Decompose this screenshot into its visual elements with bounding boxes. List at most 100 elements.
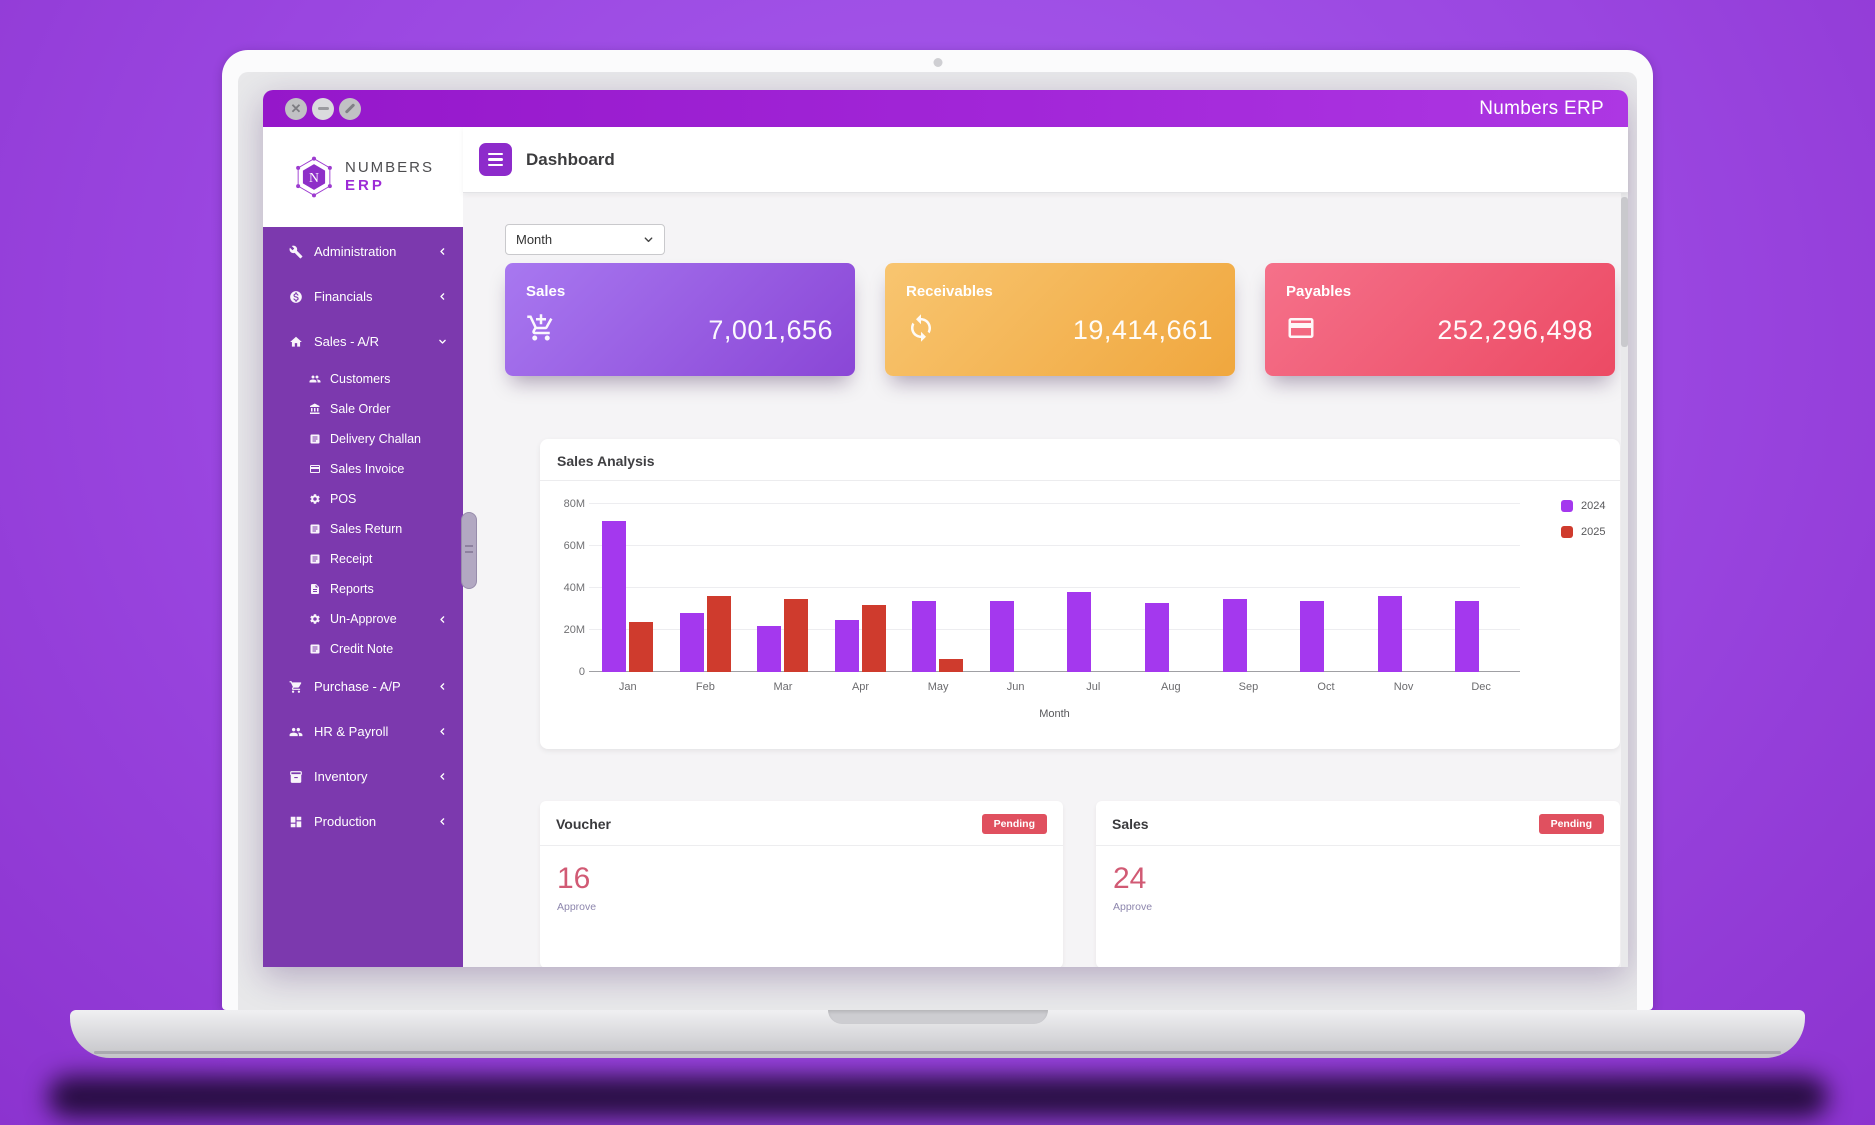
receivables-stat-value: 19,414,661 (1072, 315, 1213, 345)
window-minimize-button[interactable] (312, 97, 334, 120)
bar-2024-jan (602, 520, 626, 672)
sidebar-item-production[interactable]: Production (263, 799, 463, 844)
content-scrollbar-thumb[interactable] (1621, 197, 1628, 347)
sidebar-item-reports[interactable]: Reports (263, 574, 463, 604)
sidebar-item-sale-order[interactable]: Sale Order (263, 394, 463, 424)
sync-icon (911, 314, 931, 342)
chevron-down-icon (644, 237, 653, 243)
sidebar-scrollbar-thumb[interactable] (461, 512, 477, 589)
cart-icon (289, 680, 302, 693)
app-window: ✕ Numbers ERP (263, 90, 1628, 967)
gridline (589, 587, 1520, 588)
chevron-left-icon (440, 818, 445, 825)
invoice-icon (310, 465, 320, 473)
x-axis-tick: Sep (1238, 681, 1259, 693)
content-scrollbar-track (1621, 193, 1628, 967)
sidebar-item-sales-invoice[interactable]: Sales Invoice (263, 454, 463, 484)
bar-group-mar: Mar (744, 504, 822, 693)
sidebar-item-sales-return[interactable]: Sales Return (263, 514, 463, 544)
sidebar-item-pos[interactable]: POS (263, 484, 463, 514)
close-icon: ✕ (290, 101, 302, 116)
voucher-pending-count: 16 (557, 862, 591, 895)
sales-approve-link[interactable]: Approve (1113, 901, 1153, 913)
box-icon (290, 770, 302, 783)
chevron-left-icon (440, 248, 445, 255)
bar-2025-mar (784, 598, 809, 672)
document-icon (310, 434, 320, 444)
y-axis-tick: 40M (563, 582, 585, 594)
sidebar-item-financials[interactable]: Financials (263, 274, 463, 319)
x-axis-tick: Aug (1161, 681, 1181, 693)
gridline (589, 629, 1520, 630)
sidebar-item-sales-a-r[interactable]: Sales - A/R (263, 319, 463, 364)
page-header: Dashboard (463, 127, 1628, 193)
sidebar-submenu-sales-a-r: Customers Sale Order Delivery Challan Sales… (263, 364, 463, 664)
desktop-background: ✕ Numbers ERP (238, 72, 1637, 1010)
receivables-stat-label: Receivables (906, 283, 993, 300)
sidebar-item-hr-payroll[interactable]: HR & Payroll (263, 709, 463, 754)
window-titlebar: ✕ Numbers ERP (263, 90, 1628, 127)
page-title: Dashboard (526, 149, 615, 169)
sidebar-item-receipt[interactable]: Receipt (263, 544, 463, 574)
month-select[interactable]: Month (505, 224, 665, 255)
payables-stat-value: 252,296,498 (1437, 315, 1593, 345)
laptop-base-notch (827, 1010, 1048, 1024)
x-axis-tick: Mar (773, 681, 793, 693)
bar-2025-may (939, 659, 964, 672)
gridline (589, 503, 1520, 504)
bar-2024-may (912, 600, 937, 672)
sidebar-item-administration[interactable]: Administration (263, 229, 463, 274)
payables-stat-card[interactable]: Payables 252,296,498 (1265, 263, 1615, 376)
sidebar-item-purchase-a-p[interactable]: Purchase - A/P (263, 664, 463, 709)
voucher-approve-link[interactable]: Approve (557, 901, 597, 913)
document-icon (310, 524, 320, 534)
sidebar-item-credit-note[interactable]: Credit Note (263, 634, 463, 664)
bar-2024-mar (757, 625, 782, 672)
sales-analysis-card: Sales Analysis 0 20M 40M 60M 80M Jan Feb Mar Apr… (540, 439, 1620, 749)
x-axis-tick: Jul (1086, 681, 1101, 693)
y-axis-tick: 60M (563, 540, 585, 552)
document-icon (310, 554, 320, 564)
sidebar-item-inventory[interactable]: Inventory (263, 754, 463, 799)
sales-stat-card[interactable]: Sales 7,001,656 (505, 263, 855, 376)
webcam-dot (933, 58, 942, 67)
sidebar-item-delivery-challan[interactable]: Delivery Challan (263, 424, 463, 454)
x-axis-title: Month (1039, 708, 1070, 720)
sidebar-item-customers[interactable]: Customers (263, 364, 463, 394)
chevron-left-icon (440, 615, 445, 623)
y-axis-tick: 0 (578, 666, 585, 678)
bar-2024-jun (989, 600, 1014, 672)
bar-group-apr: Apr (822, 504, 900, 693)
gear-icon (310, 614, 320, 624)
sidebar-item-un-approve[interactable]: Un-Approve (263, 604, 463, 634)
receivables-stat-card[interactable]: Receivables 19,414,661 (885, 263, 1235, 376)
divider (540, 480, 1620, 481)
users-icon (289, 727, 303, 736)
legend-swatch (1561, 500, 1573, 512)
laptop-shadow (48, 1076, 1828, 1118)
sales-approval-card: Sales Pending 24 Approve (1096, 801, 1620, 967)
bar-group-oct: Oct (1287, 504, 1365, 693)
cart-plus-icon (527, 314, 553, 341)
users-icon (309, 375, 321, 383)
coin-icon (290, 290, 302, 303)
dashboard-content: Month Sales 7,001,656 Receiv (463, 193, 1628, 967)
svg-text:N: N (309, 170, 319, 185)
bar-group-aug: Aug (1132, 504, 1210, 693)
gridline (589, 545, 1520, 546)
gridline (589, 671, 1520, 672)
month-select-value: Month (516, 232, 553, 247)
file-icon (311, 584, 319, 594)
payables-stat-label: Payables (1286, 283, 1352, 300)
grid-icon (290, 816, 302, 827)
window-close-button[interactable]: ✕ (285, 97, 307, 120)
x-axis-tick: Jan (618, 681, 637, 693)
wrench-icon (289, 245, 303, 258)
bar-2024-sep (1222, 598, 1247, 672)
menu-toggle-button[interactable] (479, 143, 512, 176)
bar-group-jul: Jul (1054, 504, 1132, 693)
bar-2024-jul (1067, 592, 1092, 672)
legend-swatch (1561, 526, 1573, 538)
window-maximize-button[interactable] (339, 97, 361, 120)
